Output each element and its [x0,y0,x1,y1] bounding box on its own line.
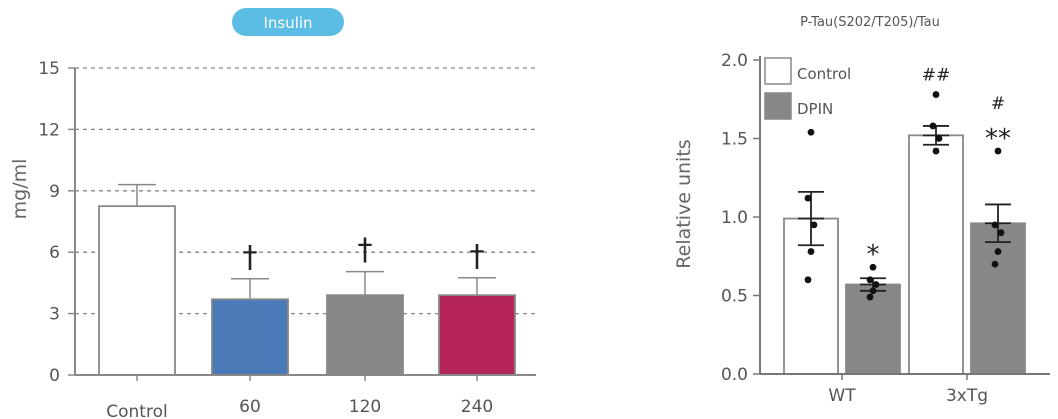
data-point [866,293,874,301]
chart-title: Insulin [263,14,312,32]
x-axis-ticks: Control 60 120 240 [106,375,493,419]
data-point [935,135,943,142]
legend-label-dpin: DPIN [797,100,833,118]
x-tick-label: 3xTg [946,386,988,406]
significance-dagger: † [470,239,485,274]
bar [211,298,289,376]
data-point [807,128,815,136]
x-tick-label: Control [106,402,167,419]
significance-stars: * [867,240,880,270]
legend: Control DPIN [764,57,851,120]
y-axis-ticks: 0 3 6 9 12 15 [38,59,75,386]
data-point [997,229,1005,237]
bar [98,205,176,376]
bar [438,294,516,376]
x-tick-label: 60 [239,397,261,417]
y-tick-label: 0 [49,366,60,386]
y-tick-label: 2.0 [721,51,748,71]
y-tick-label: 15 [38,59,60,79]
y-axis-label: mg/ml [9,159,31,220]
bar-dpin [845,283,901,375]
y-tick-label: 1.5 [721,130,748,150]
data-point [872,281,880,288]
x-tick-label: WT [828,386,856,406]
data-point [866,276,874,284]
x-tick-label: 120 [349,397,381,417]
data-point [804,194,812,202]
data-point [869,263,877,271]
title-pill [232,8,344,36]
ptau-chart: P-Tau(S202/T205)/Tau Relative units 0.00… [673,15,1050,406]
data-point [804,276,812,284]
y-tick-label: 1.0 [721,208,748,228]
bar-dpin [970,222,1026,375]
bar [326,294,404,376]
significance-dagger: † [358,233,373,268]
data-point [994,147,1002,155]
bars-right: * ## ** # [783,66,1026,375]
insulin-chart: Insulin mg/ml 0 3 6 9 12 15 † † † Control 60 120 2… [9,8,536,419]
x-tick-label: 240 [461,397,493,417]
y-tick-label: 6 [49,243,60,263]
legend-swatch-dpin [764,92,792,120]
significance-hash: # [991,94,1005,114]
significance-stars: ** [985,124,1011,154]
bar-control [908,134,964,375]
chart-title-right: P-Tau(S202/T205)/Tau [800,15,940,30]
bars: † † † [98,183,516,376]
legend-swatch-control [764,57,792,85]
data-point [932,91,940,98]
data-point [991,221,999,229]
data-point [991,260,999,268]
data-point [929,122,937,130]
y-tick-label: 9 [49,182,60,202]
legend-label-control: Control [797,65,851,83]
y-tick-label: 12 [38,120,60,140]
y-tick-label: 0.5 [721,287,748,307]
y-axis-ticks-right: 0.0 0.5 1.0 1.5 2.0 [721,51,760,385]
significance-hash: ## [922,66,951,86]
data-point [869,287,877,295]
x-axis-ticks-right: WT 3xTg [828,374,988,406]
y-tick-label: 0.0 [721,365,748,385]
significance-dagger: † [243,240,258,275]
data-point [807,248,815,255]
y-tick-label: 3 [49,305,60,325]
y-axis-label-right: Relative units [673,139,695,268]
data-point [932,147,940,155]
data-point [810,221,818,229]
data-point [994,248,1002,255]
